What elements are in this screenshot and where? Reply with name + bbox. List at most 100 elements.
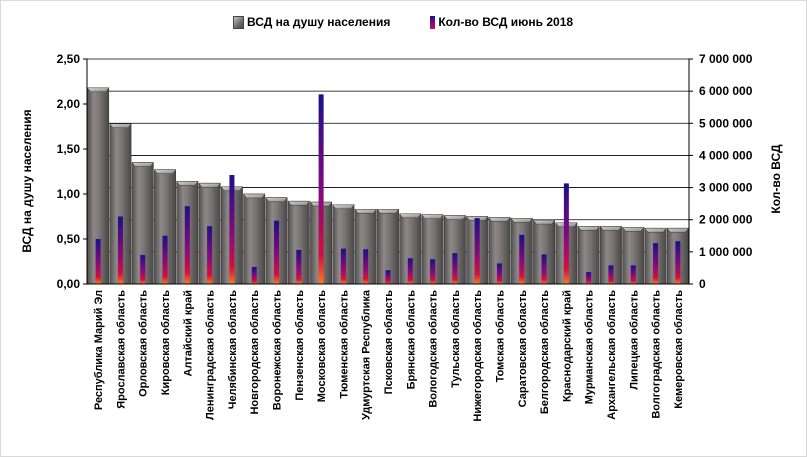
count-bar bbox=[95, 239, 101, 284]
per-capita-bar-top bbox=[265, 197, 288, 202]
legend-label-count: Кол-во ВСД июнь 2018 bbox=[438, 15, 574, 29]
count-bar bbox=[251, 266, 257, 284]
x-category-label: Краснодарский край bbox=[561, 290, 573, 402]
y-left-tick-label: 0,00 bbox=[57, 277, 81, 291]
count-bar bbox=[117, 216, 123, 284]
y-left-tick-label: 1,00 bbox=[57, 187, 81, 201]
count-bar bbox=[385, 270, 391, 284]
count-bar bbox=[430, 259, 436, 284]
count-bar bbox=[340, 248, 346, 284]
per-capita-bar-top bbox=[332, 204, 355, 210]
tick-labels: 0,00 0,50 1,00 1,50 2,00 2,50 0 1 000 000 2 000 … bbox=[57, 52, 753, 422]
per-capita-bar-top bbox=[577, 226, 600, 231]
x-category-label: Челябинская область bbox=[227, 290, 239, 410]
per-capita-bar-top bbox=[243, 193, 266, 199]
series-count bbox=[95, 94, 681, 284]
x-category-label: Кировская область bbox=[160, 290, 172, 395]
count-bar bbox=[296, 249, 302, 284]
per-capita-bar-top bbox=[287, 200, 310, 206]
per-capita-bar-top bbox=[153, 169, 177, 174]
x-category-label: Вологодская область bbox=[428, 290, 440, 408]
y-left-tick-label: 1,50 bbox=[57, 142, 81, 156]
x-category-label: Липецкая область bbox=[628, 290, 640, 390]
count-bar bbox=[474, 218, 480, 284]
x-category-label: Новгородская область bbox=[249, 290, 261, 415]
y-right-tick-label: 6 000 000 bbox=[699, 84, 753, 98]
per-capita-bar-top bbox=[510, 218, 533, 223]
count-bar bbox=[630, 265, 636, 284]
per-capita-bar-top bbox=[354, 209, 377, 214]
count-bar bbox=[452, 253, 458, 284]
x-category-label: Белгородская область bbox=[539, 290, 551, 414]
y-right-tick-label: 1 000 000 bbox=[699, 245, 753, 259]
axes bbox=[83, 58, 693, 285]
per-capita-bar-top bbox=[131, 162, 154, 167]
y-right-tick-label: 7 000 000 bbox=[699, 52, 753, 66]
per-capita-bar-top bbox=[399, 213, 422, 219]
x-category-label: Псковская область bbox=[383, 290, 395, 395]
x-category-label: Волгоградская область bbox=[651, 290, 663, 419]
legend-label-per-capita: ВСД на душу населения bbox=[247, 15, 391, 29]
count-bar bbox=[207, 226, 213, 284]
x-category-label: Архангельская область bbox=[606, 290, 618, 420]
legend-swatch-purple bbox=[430, 15, 436, 29]
x-category-label: Тюменская область bbox=[338, 290, 350, 399]
series-per-capita bbox=[87, 87, 689, 285]
count-bar bbox=[363, 249, 369, 284]
per-capita-bar-top bbox=[443, 215, 467, 220]
per-capita-bar-top bbox=[376, 209, 400, 214]
per-capita-bar-top bbox=[599, 226, 623, 231]
count-bar bbox=[586, 272, 592, 284]
x-category-label: Алтайский край bbox=[182, 290, 194, 377]
count-bar bbox=[653, 243, 659, 284]
x-category-label: Ярославская область bbox=[115, 290, 127, 409]
y-right-tick-label: 3 000 000 bbox=[699, 181, 753, 195]
x-category-label: Саратовская область bbox=[517, 290, 529, 408]
y-left-tick-label: 2,50 bbox=[57, 52, 81, 66]
count-bar bbox=[541, 254, 547, 284]
count-bar bbox=[563, 183, 569, 284]
per-capita-bar-top bbox=[176, 181, 199, 186]
count-bar bbox=[496, 263, 502, 284]
y-right-tick-label: 5 000 000 bbox=[699, 116, 753, 130]
legend-item-per-capita: ВСД на душу населения bbox=[233, 15, 390, 29]
count-bar bbox=[229, 175, 235, 284]
legend-item-count: Кол-во ВСД июнь 2018 bbox=[426, 15, 573, 29]
y-right-tick-label: 4 000 000 bbox=[699, 148, 753, 162]
y-right-tick-label: 0 bbox=[699, 277, 706, 291]
x-category-label: Московская область bbox=[316, 290, 328, 402]
per-capita-bar-top bbox=[87, 87, 110, 93]
per-capita-bar-top bbox=[644, 227, 667, 233]
per-capita-bar-top bbox=[421, 214, 444, 219]
x-category-label: Нижегородская область bbox=[472, 290, 484, 422]
per-capita-bar-top bbox=[622, 227, 645, 232]
per-capita-bar-top bbox=[666, 227, 689, 233]
count-bar bbox=[318, 94, 324, 284]
legend: ВСД на душу населения Кол-во ВСД июнь 20… bbox=[233, 15, 603, 29]
per-capita-bar-top bbox=[198, 182, 221, 188]
count-bar bbox=[162, 235, 168, 284]
x-category-label: Мурманская область bbox=[584, 290, 596, 405]
count-bar bbox=[140, 255, 146, 284]
y-right-tick-label: 2 000 000 bbox=[699, 213, 753, 227]
x-category-label: Брянская область bbox=[405, 290, 417, 390]
x-category-label: Томская область bbox=[494, 290, 506, 383]
count-bar bbox=[608, 265, 614, 284]
x-category-label: Орловская область bbox=[138, 290, 150, 397]
x-category-label: Удмуртская Республика bbox=[361, 289, 373, 420]
per-capita-bar-top bbox=[532, 219, 556, 225]
count-bar bbox=[184, 206, 190, 284]
count-bar bbox=[675, 241, 681, 284]
x-category-label: Воронежская область bbox=[272, 290, 284, 410]
per-capita-bar-top bbox=[109, 123, 132, 129]
count-bar bbox=[519, 234, 525, 284]
x-category-label: Республика Марий Эл bbox=[93, 290, 105, 410]
per-capita-bar-top bbox=[488, 217, 511, 222]
y-left-tick-label: 0,50 bbox=[57, 232, 81, 246]
x-category-label: Ленинградская область bbox=[205, 290, 217, 420]
x-category-label: Тульская область bbox=[450, 290, 462, 388]
count-bar bbox=[274, 220, 280, 284]
y-left-tick-label: 2,00 bbox=[57, 97, 81, 111]
